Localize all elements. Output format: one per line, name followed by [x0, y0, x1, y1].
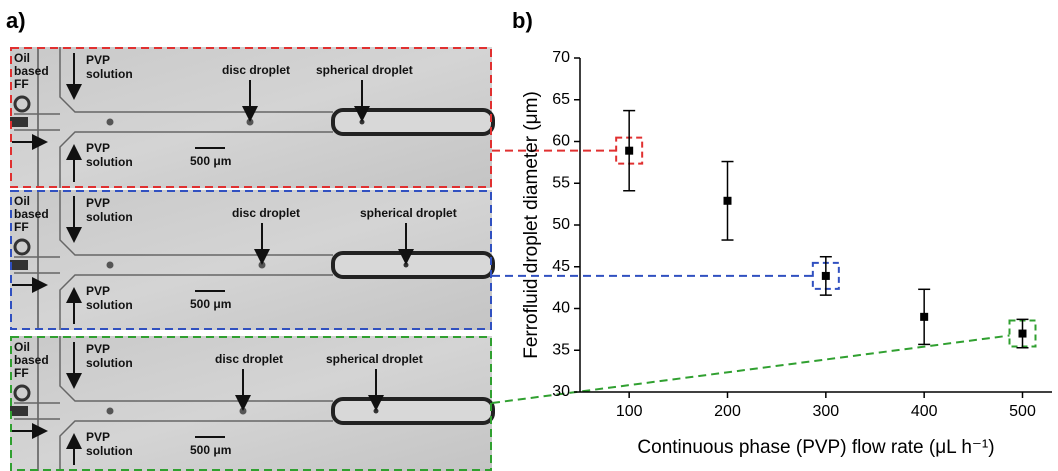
y-axis-label: Ferrofluid droplet diameter (μm) [521, 91, 542, 359]
channel [14, 47, 333, 188]
scale-label: 500 μm [190, 443, 231, 457]
droplet [246, 118, 254, 126]
point [920, 312, 929, 321]
y-tick-label: 60 [552, 133, 570, 150]
highlight-frame [10, 336, 492, 471]
y-tick-label: 35 [552, 341, 570, 358]
pvp-label: PVP [86, 141, 110, 155]
inlet [13, 384, 31, 402]
y-tick-label: 50 [552, 216, 570, 233]
panel-label: b) [512, 8, 533, 33]
droplet [106, 261, 114, 269]
point [1018, 329, 1027, 338]
droplet [403, 262, 409, 268]
y-tick-label: 45 [552, 258, 570, 275]
pvp-label: PVP [86, 342, 110, 356]
scale-label: 500 μm [190, 297, 231, 311]
x-tick-label: 300 [812, 403, 839, 420]
disc-label: disc droplet [215, 352, 283, 366]
oil-label: Oil [14, 194, 30, 208]
tube [331, 251, 495, 279]
oil-label: FF [14, 366, 29, 380]
droplet [106, 407, 114, 415]
oil-label: based [14, 64, 49, 78]
pvp-label: solution [86, 298, 133, 312]
y-tick-label: 30 [552, 383, 570, 400]
pvp-label: solution [86, 155, 133, 169]
highlight-frame [10, 47, 492, 188]
oil-label: FF [14, 77, 29, 91]
pvp-label: solution [86, 210, 133, 224]
droplet [106, 118, 114, 126]
pvp-label: solution [86, 67, 133, 81]
pvp-label: PVP [86, 53, 110, 67]
spherical-label: spherical droplet [360, 206, 457, 220]
pvp-label: PVP [86, 430, 110, 444]
connector [491, 334, 1010, 404]
channel [14, 336, 333, 471]
panel-label: a) [6, 8, 26, 33]
droplet [359, 119, 365, 125]
pvp-label: PVP [86, 284, 110, 298]
inlet [13, 238, 31, 256]
oil-label: Oil [14, 51, 30, 65]
channel [14, 190, 333, 330]
oil-label: based [14, 353, 49, 367]
disc-label: disc droplet [232, 206, 300, 220]
y-tick-label: 70 [552, 49, 570, 66]
ff-plug [10, 260, 28, 270]
pvp-label: solution [86, 444, 133, 458]
inlet [13, 95, 31, 113]
y-tick-label: 65 [552, 91, 570, 108]
spherical-label: spherical droplet [316, 63, 413, 77]
point [723, 196, 732, 205]
point [821, 271, 830, 280]
tube [331, 397, 495, 425]
tube [331, 108, 495, 136]
y-tick-label: 55 [552, 174, 570, 191]
oil-label: FF [14, 220, 29, 234]
scale-label: 500 μm [190, 154, 231, 168]
pvp-label: solution [86, 356, 133, 370]
highlight-frame [10, 190, 492, 330]
spherical-label: spherical droplet [326, 352, 423, 366]
ff-plug [10, 117, 28, 127]
x-axis-label: Continuous phase (PVP) flow rate (μL h⁻¹… [637, 437, 994, 458]
droplet [239, 407, 247, 415]
droplet [258, 261, 266, 269]
oil-label: Oil [14, 340, 30, 354]
disc-label: disc droplet [222, 63, 290, 77]
point [625, 146, 634, 155]
x-tick-label: 200 [714, 403, 741, 420]
pvp-label: PVP [86, 196, 110, 210]
x-tick-label: 100 [616, 403, 643, 420]
x-tick-label: 400 [911, 403, 938, 420]
y-tick-label: 40 [552, 300, 570, 317]
droplet [373, 408, 379, 414]
ff-plug [10, 406, 28, 416]
oil-label: based [14, 207, 49, 221]
x-tick-label: 500 [1009, 403, 1036, 420]
